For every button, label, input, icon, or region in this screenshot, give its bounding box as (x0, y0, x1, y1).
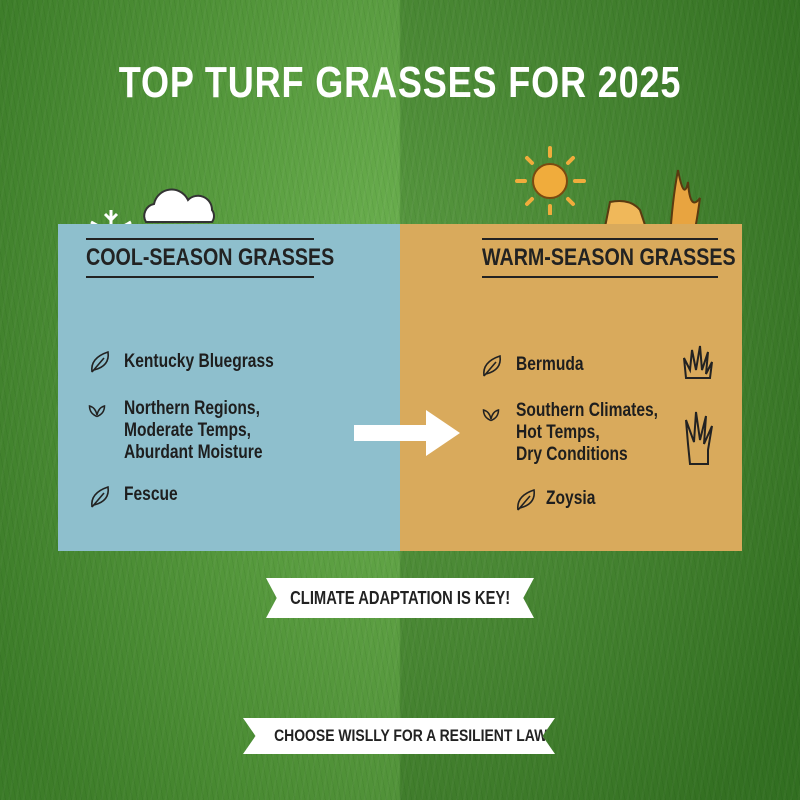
cool-season-heading: COOL-SEASON GRASSES (86, 238, 334, 278)
tall-grass-icon (685, 411, 713, 465)
warm-item-2: Southern Climates, Hot Temps, Dry Condit… (516, 400, 658, 465)
leaf-icon (91, 350, 110, 373)
leaf-icon (91, 485, 110, 508)
cloud-icon (143, 188, 215, 223)
cool-item-1: Kentucky Bluegrass (124, 351, 274, 372)
warm-season-heading: WARM-SEASON GRASSES (482, 238, 736, 278)
sprout-icon (88, 405, 106, 418)
leaf-icon (483, 354, 502, 377)
warm-season-panel: WARM-SEASON GRASSES (400, 224, 742, 551)
cool-item-3: Fescue (124, 484, 178, 505)
grass-tuft-icon (683, 345, 713, 379)
page-title: TOP TURF GRASSES FOR 2025 (118, 58, 682, 107)
cool-season-panel: COOL-SEASON GRASSES (58, 224, 400, 551)
warm-item-1: Bermuda (516, 354, 584, 375)
warm-item-3: Zoysia (546, 488, 596, 509)
banner-choose-wisely: CHOOSE WISLLY FOR A RESILIENT LAWN (243, 718, 555, 754)
banner-climate-adaptation: CLIMATE ADAPTATION IS KEY! (266, 578, 534, 618)
sun-icon (515, 146, 586, 215)
arrow-right-icon (354, 410, 460, 456)
sprout-icon (482, 409, 500, 422)
cool-item-2: Northern Regions, Moderate Temps, Aburda… (124, 398, 263, 463)
leaf-icon (517, 488, 536, 511)
